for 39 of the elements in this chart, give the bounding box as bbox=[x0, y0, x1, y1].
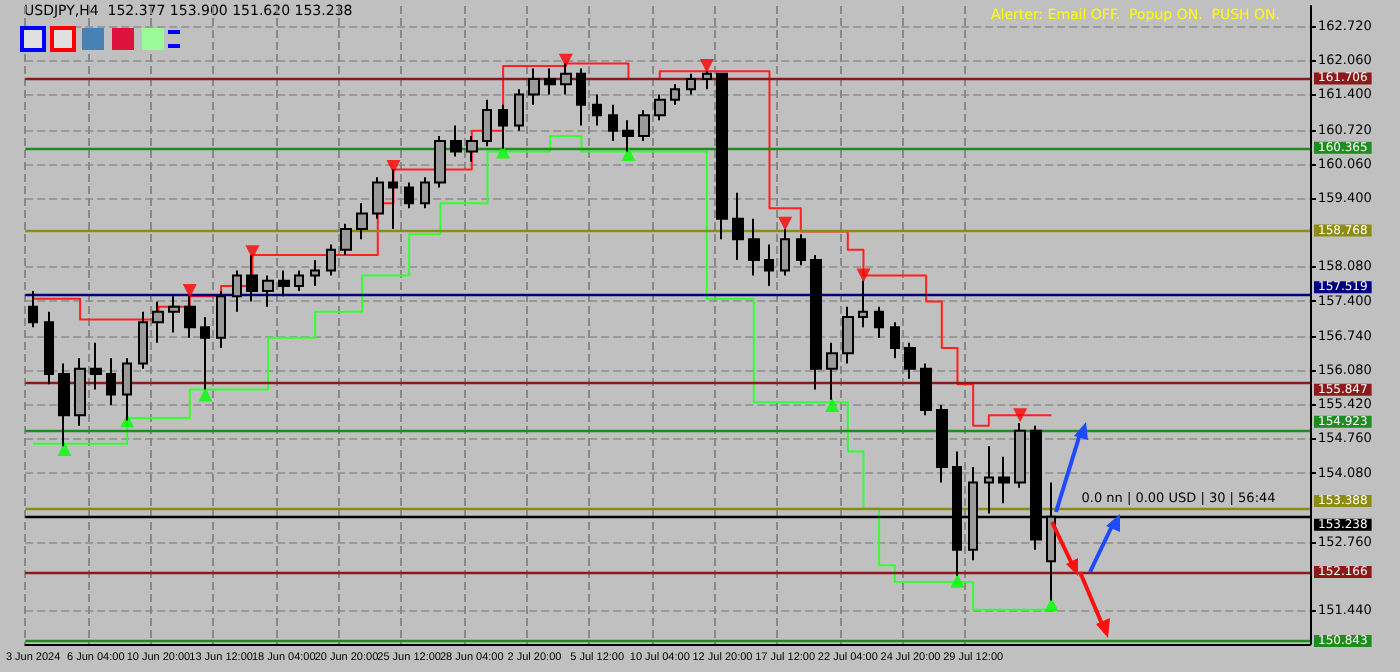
point bbox=[856, 268, 871, 283]
candlestick bbox=[90, 341, 102, 391]
candlestick bbox=[810, 253, 822, 391]
candlestick bbox=[294, 269, 304, 293]
candlestick bbox=[732, 191, 744, 262]
candlestick bbox=[716, 72, 728, 241]
point bbox=[1044, 597, 1059, 612]
candlestick bbox=[936, 403, 948, 484]
candlestick bbox=[608, 103, 618, 143]
candlestick bbox=[340, 222, 352, 256]
point bbox=[621, 146, 636, 161]
point bbox=[182, 284, 197, 299]
candlestick bbox=[106, 357, 116, 406]
candlestick bbox=[748, 217, 760, 277]
point bbox=[699, 59, 714, 74]
point bbox=[825, 397, 840, 412]
candlestick bbox=[28, 290, 38, 329]
point bbox=[245, 245, 260, 260]
candlestick bbox=[874, 305, 884, 339]
candlestick bbox=[998, 455, 1010, 505]
candlestick bbox=[44, 310, 54, 386]
point bbox=[198, 387, 213, 402]
candlestick bbox=[890, 321, 900, 360]
candlestick bbox=[482, 98, 492, 148]
point bbox=[950, 573, 965, 588]
point bbox=[1013, 408, 1028, 423]
candlestick bbox=[544, 67, 556, 96]
candlestick bbox=[278, 269, 290, 298]
candlestick bbox=[576, 67, 586, 127]
candlestick bbox=[796, 233, 806, 267]
point bbox=[778, 216, 793, 231]
point bbox=[57, 441, 72, 456]
point bbox=[386, 159, 401, 174]
candlestick bbox=[592, 93, 602, 127]
candlestick bbox=[404, 181, 414, 210]
candlestick bbox=[904, 341, 916, 381]
candlestick bbox=[764, 243, 774, 287]
candlestick bbox=[450, 124, 462, 158]
candlestick bbox=[920, 362, 932, 417]
